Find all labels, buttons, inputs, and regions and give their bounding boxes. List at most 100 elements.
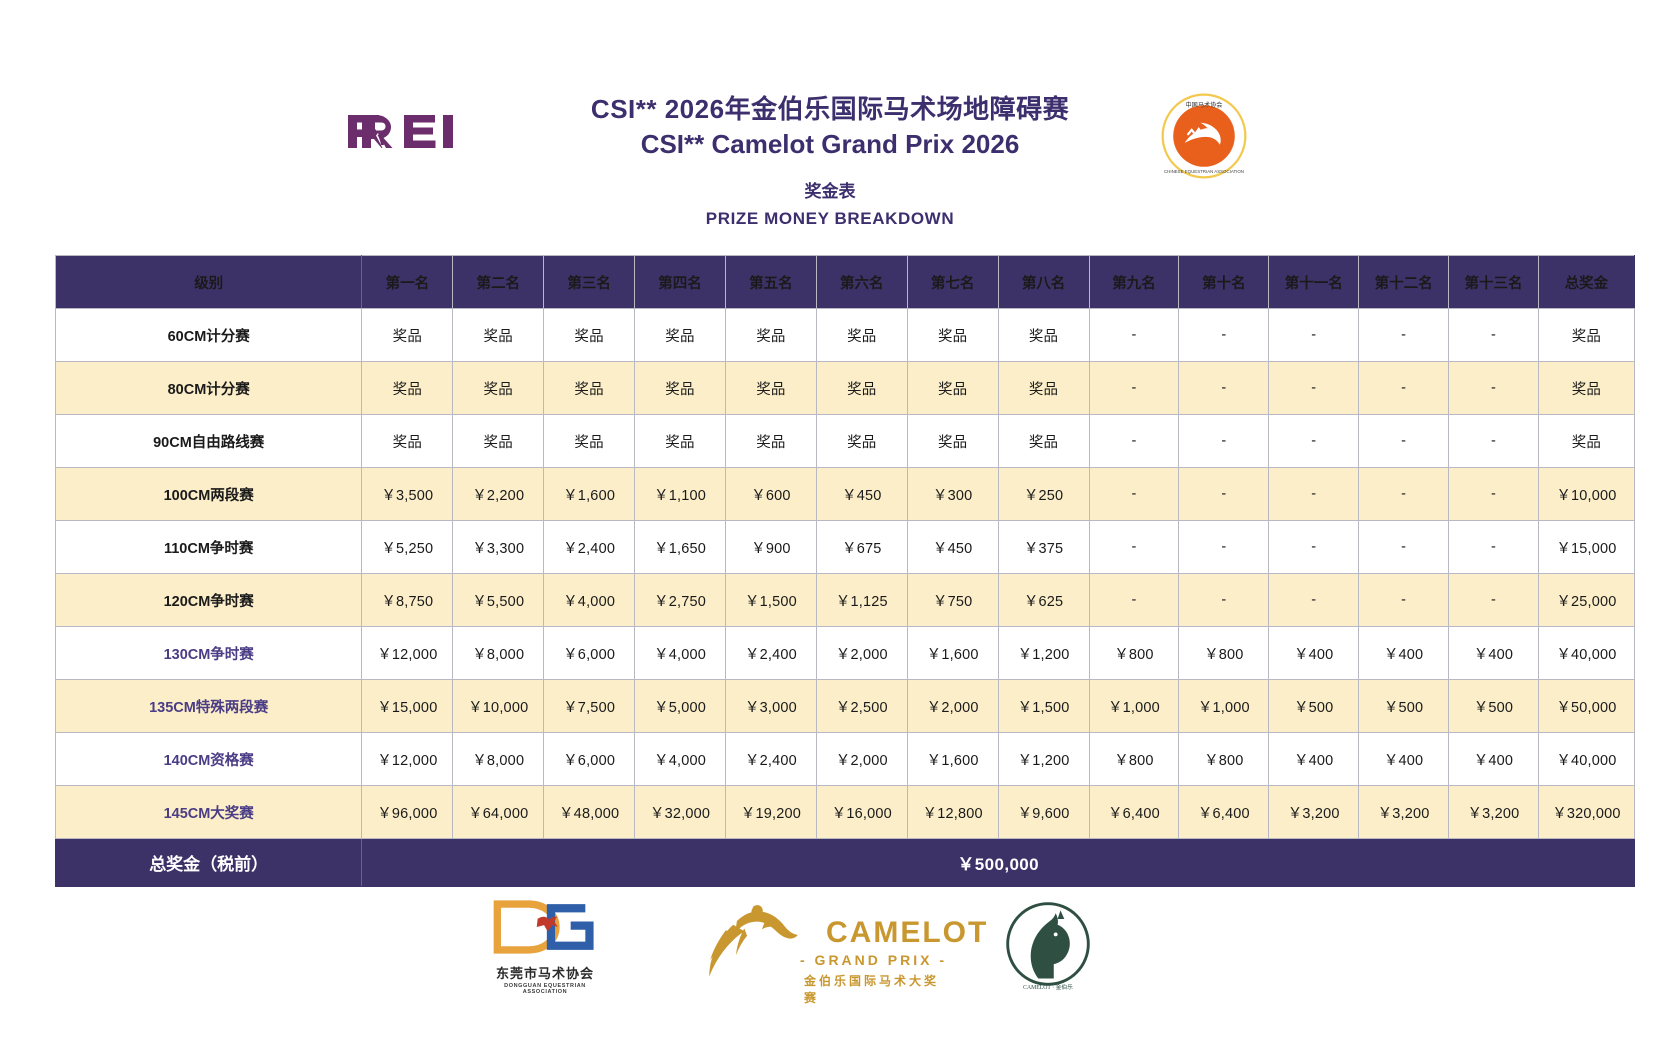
prize-cell: ￥2,000 — [906, 679, 999, 733]
prize-cell: ￥5,500 — [452, 573, 545, 627]
prize-cell: ￥6,000 — [543, 626, 636, 680]
table-row: 60CM计分赛 奖品 奖品 奖品 奖品 奖品 奖品 奖品 奖品 - - - - - 奖品 — [54, 308, 1636, 362]
dg-logo-chinese: 东莞市马术协会 — [495, 966, 594, 981]
prize-cell: ￥2,000 — [815, 732, 908, 786]
prize-cell: ￥500 — [1268, 679, 1360, 733]
column-header-rank-13: 第十三名 — [1448, 255, 1539, 309]
prize-cell: ￥2,750 — [634, 573, 726, 627]
prize-cell: ￥1,600 — [906, 732, 999, 786]
prize-money-table-wrap: 级别 第一名 第二名 第三名 第四名 第五名 第六名 第七名 第八名 第九名 第… — [54, 255, 1636, 887]
row-category-label: 60CM计分赛 — [54, 308, 363, 362]
prize-cell: ￥15,000 — [361, 679, 454, 733]
prize-cell: ￥625 — [997, 573, 1090, 627]
camelot-wordmark: CAMELOT — [826, 916, 989, 949]
prize-cell: ￥400 — [1448, 732, 1539, 786]
prize-cell: ￥4,000 — [634, 732, 726, 786]
horse-head-logo-text: CAMELOT · 金伯乐 — [1023, 983, 1073, 991]
prize-cell: ￥3,200 — [1358, 785, 1450, 839]
prize-cell: ￥375 — [997, 520, 1090, 574]
row-category-label: 145CM大奖赛 — [54, 785, 363, 839]
prize-cell: ￥1,500 — [997, 679, 1090, 733]
prize-cell: - — [1088, 573, 1180, 627]
prize-cell: ￥8,000 — [452, 732, 545, 786]
table-row: 145CM大奖赛 ￥96,000 ￥64,000 ￥48,000 ￥32,000 ￥19,… — [54, 785, 1636, 839]
prize-cell: ￥1,600 — [543, 467, 636, 521]
prize-cell: ￥250 — [997, 467, 1090, 521]
table-row: 90CM自由路线赛 奖品 奖品 奖品 奖品 奖品 奖品 奖品 奖品 - - - - - 奖品 — [54, 414, 1636, 468]
prize-cell: 奖品 — [634, 308, 726, 362]
prize-cell: - — [1358, 361, 1450, 415]
prize-cell: ￥800 — [1088, 732, 1180, 786]
row-category-label: 120CM争时赛 — [54, 573, 363, 627]
column-header-rank-6: 第六名 — [815, 255, 908, 309]
prize-cell: - — [1358, 467, 1450, 521]
prize-cell: ￥32,000 — [634, 785, 726, 839]
prize-cell: ￥500 — [1358, 679, 1450, 733]
prize-cell: ￥1,650 — [634, 520, 726, 574]
table-row: 110CM争时赛 ￥5,250 ￥3,300 ￥2,400 ￥1,650 ￥900 ￥675… — [54, 520, 1636, 574]
prize-cell: 奖品 — [906, 414, 999, 468]
prize-cell: - — [1358, 308, 1450, 362]
prize-cell: ￥3,200 — [1448, 785, 1539, 839]
prize-cell: - — [1268, 361, 1360, 415]
prize-cell: 奖品 — [724, 308, 817, 362]
row-category-label: 90CM自由路线赛 — [54, 414, 363, 468]
row-total-cell: 奖品 — [1537, 361, 1636, 415]
camelot-chinese-text: 金伯乐国际马术大奖赛 — [804, 974, 940, 1005]
prize-cell: ￥96,000 — [361, 785, 454, 839]
prize-cell: 奖品 — [543, 361, 636, 415]
prize-cell: - — [1178, 573, 1270, 627]
prize-cell: ￥12,000 — [361, 626, 454, 680]
table-row: 140CM资格赛 ￥12,000 ￥8,000 ￥6,000 ￥4,000 ￥2,400 ￥… — [54, 732, 1636, 786]
prize-cell: ￥3,000 — [724, 679, 817, 733]
prize-cell: ￥2,000 — [815, 626, 908, 680]
prize-cell: ￥1,600 — [906, 626, 999, 680]
prize-cell: ￥4,000 — [543, 573, 636, 627]
column-header-rank-2: 第二名 — [452, 255, 545, 309]
camelot-grand-prix-logo: CAMELOT - GRAND PRIX - 金伯乐国际马术大奖赛 — [700, 892, 986, 1005]
camelot-grand-prix-text: - GRAND PRIX - — [800, 952, 947, 968]
table-row: 100CM两段赛 ￥3,500 ￥2,200 ￥1,600 ￥1,100 ￥600 ￥450… — [54, 467, 1636, 521]
prize-cell: - — [1448, 308, 1539, 362]
footer-logos: 东莞市马术协会 DONGGUAN EQUESTRIAN ASSOCIATION … — [0, 890, 1665, 1020]
document-header: CSI** 2026年金伯乐国际马术场地障碍赛 CSI** Camelot Gr… — [0, 78, 1665, 238]
prize-cell: - — [1358, 414, 1450, 468]
svg-text:CHINESE EQUESTRIAN ASSOCIATION: CHINESE EQUESTRIAN ASSOCIATION — [1164, 169, 1244, 174]
prize-cell: ￥400 — [1268, 732, 1360, 786]
prize-cell: ￥1,000 — [1088, 679, 1180, 733]
prize-cell: - — [1268, 520, 1360, 574]
prize-cell: ￥300 — [906, 467, 999, 521]
row-total-cell: 奖品 — [1537, 308, 1636, 362]
prize-cell: ￥750 — [906, 573, 999, 627]
column-header-rank-12: 第十二名 — [1358, 255, 1450, 309]
prize-cell: - — [1088, 308, 1180, 362]
prize-cell: 奖品 — [724, 414, 817, 468]
row-total-cell: ￥320,000 — [1537, 785, 1636, 839]
prize-cell: ￥12,800 — [906, 785, 999, 839]
subtitle-block: 奖金表 PRIZE MONEY BREAKDOWN — [380, 178, 1280, 232]
prize-cell: - — [1268, 467, 1360, 521]
prize-cell: ￥2,400 — [724, 626, 817, 680]
prize-cell: ￥8,750 — [361, 573, 454, 627]
column-header-rank-4: 第四名 — [634, 255, 726, 309]
prize-cell: ￥400 — [1448, 626, 1539, 680]
prize-cell: ￥19,200 — [724, 785, 817, 839]
table-row: 135CM特殊两段赛 ￥15,000 ￥10,000 ￥7,500 ￥5,000 ￥3,0… — [54, 679, 1636, 733]
table-row: 80CM计分赛 奖品 奖品 奖品 奖品 奖品 奖品 奖品 奖品 - - - - - 奖品 — [54, 361, 1636, 415]
column-header-rank-11: 第十一名 — [1268, 255, 1360, 309]
column-header-rank-8: 第八名 — [997, 255, 1090, 309]
prize-cell: ￥800 — [1178, 626, 1270, 680]
prize-cell: ￥16,000 — [815, 785, 908, 839]
title-block: CSI** 2026年金伯乐国际马术场地障碍赛 CSI** Camelot Gr… — [380, 92, 1280, 162]
prize-cell: ￥48,000 — [543, 785, 636, 839]
prize-cell: ￥12,000 — [361, 732, 454, 786]
column-header-rank-7: 第七名 — [906, 255, 999, 309]
prize-cell: 奖品 — [452, 308, 545, 362]
dongguan-equestrian-association-logo: 东莞市马术协会 DONGGUAN EQUESTRIAN ASSOCIATION — [490, 898, 600, 995]
row-total-cell: ￥10,000 — [1537, 467, 1636, 521]
prize-cell: ￥2,500 — [815, 679, 908, 733]
prize-cell: ￥2,200 — [452, 467, 545, 521]
prize-cell: 奖品 — [634, 414, 726, 468]
prize-cell: ￥3,300 — [452, 520, 545, 574]
